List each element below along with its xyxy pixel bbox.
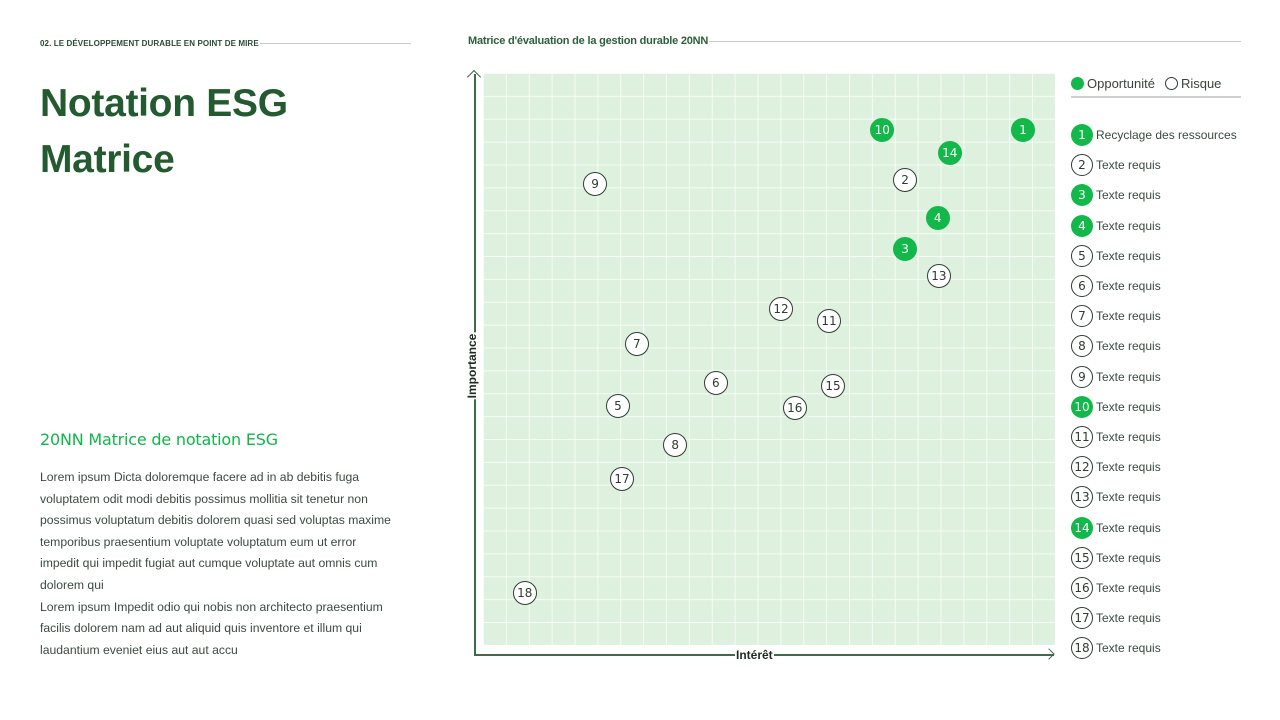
- risk-marker-icon: 5: [1071, 244, 1093, 267]
- data-point-18: 18: [512, 580, 537, 605]
- legend-item-label: Texte requis: [1096, 580, 1161, 595]
- risk-marker-icon: 2: [1071, 154, 1093, 177]
- legend-item-label: Recyclage des ressources: [1096, 128, 1237, 143]
- legend-item-label: Texte requis: [1096, 490, 1161, 505]
- legend-item: 12 Texte requis: [1071, 452, 1251, 482]
- section-divider: [259, 42, 411, 44]
- legend-item: 16 Texte requis: [1071, 573, 1251, 603]
- data-point-4: 4: [925, 205, 950, 230]
- data-point-5: 5: [605, 393, 630, 418]
- legend-item: 6 Texte requis: [1071, 271, 1251, 301]
- opportunity-marker-icon: 10: [1071, 395, 1093, 418]
- legend-item: 7 Texte requis: [1071, 301, 1251, 331]
- y-axis-label: Importance: [465, 332, 479, 400]
- data-point-13: 13: [926, 264, 951, 289]
- legend-item-label: Texte requis: [1096, 429, 1161, 444]
- legend-item-label: Texte requis: [1096, 279, 1161, 294]
- opportunity-marker-icon: 14: [1071, 516, 1093, 539]
- data-point-7: 7: [624, 332, 649, 357]
- legend-item: 2 Texte requis: [1071, 150, 1251, 180]
- opportunity-marker-icon: 3: [1071, 184, 1093, 207]
- risk-marker-icon: 16: [1071, 576, 1093, 599]
- opportunity-swatch-icon: [1071, 77, 1084, 90]
- legend-risk-label: Risque: [1180, 76, 1222, 91]
- risk-marker-icon: 12: [1071, 456, 1093, 479]
- data-point-9: 9: [583, 171, 608, 196]
- risk-marker-icon: 6: [1071, 275, 1093, 298]
- legend-item: 5 Texte requis: [1071, 241, 1251, 271]
- chart-title-text: Matrice d'évaluation de la gestion durab…: [468, 35, 709, 47]
- plot-area: 1 3 4 10 14 2 5 6 7 8 9 11 12 13 15 16 17 18: [483, 73, 1055, 645]
- legend-item: 13 Texte requis: [1071, 482, 1251, 512]
- opportunity-marker-icon: 1: [1071, 124, 1093, 147]
- data-point-6: 6: [703, 371, 728, 396]
- data-point-10: 10: [870, 118, 895, 143]
- subtitle: 20NN Matrice de notation ESG: [40, 430, 278, 449]
- risk-marker-icon: 8: [1071, 335, 1093, 358]
- page-title-line2: Matrice: [40, 138, 175, 181]
- legend-item: 1 Recyclage des ressources: [1071, 120, 1251, 150]
- body-text: Lorem ipsum Dicta doloremque facere ad i…: [40, 467, 392, 661]
- section-label: 02. LE DÉVELOPPEMENT DURABLE EN POINT DE…: [40, 37, 411, 49]
- legend-item: 11 Texte requis: [1071, 422, 1251, 452]
- y-axis-arrow-icon: [466, 69, 482, 85]
- legend-item-label: Texte requis: [1096, 520, 1161, 535]
- legend-item-label: Texte requis: [1096, 188, 1161, 203]
- legend-item: 8 Texte requis: [1071, 331, 1251, 361]
- risk-marker-icon: 15: [1071, 546, 1093, 569]
- legend-item-label: Texte requis: [1096, 550, 1161, 565]
- body-paragraph-1: Lorem ipsum Dicta doloremque facere ad i…: [40, 470, 391, 592]
- legend-item: 10 Texte requis: [1071, 392, 1251, 422]
- legend-item: 9 Texte requis: [1071, 362, 1251, 392]
- chart-title: Matrice d'évaluation de la gestion durab…: [468, 34, 1241, 48]
- x-axis-arrow-icon: [1043, 648, 1055, 660]
- body-paragraph-2: Lorem ipsum Impedit odio qui nobis non a…: [40, 599, 383, 657]
- data-point-8: 8: [663, 432, 688, 457]
- section-label-text: 02. LE DÉVELOPPEMENT DURABLE EN POINT DE…: [40, 38, 259, 48]
- legend-item-label: Texte requis: [1096, 248, 1161, 263]
- risk-marker-icon: 18: [1071, 637, 1093, 660]
- legend-item-label: Texte requis: [1096, 158, 1161, 173]
- chart-title-divider: [709, 40, 1241, 42]
- risk-marker-icon: 9: [1071, 365, 1093, 388]
- risk-marker-icon: 17: [1071, 607, 1093, 630]
- data-point-16: 16: [782, 396, 807, 421]
- legend-list: 1 Recyclage des ressources 2 Texte requis 3 T…: [1071, 120, 1251, 663]
- opportunity-marker-icon: 4: [1071, 214, 1093, 237]
- legend-item-label: Texte requis: [1096, 218, 1161, 233]
- data-point-12: 12: [769, 297, 793, 322]
- risk-swatch-icon: [1164, 77, 1178, 90]
- legend-item-label: Texte requis: [1096, 460, 1161, 475]
- page-title-line1: Notation ESG: [40, 82, 288, 125]
- data-point-17: 17: [609, 467, 634, 492]
- legend-item-label: Texte requis: [1096, 309, 1161, 324]
- legend-item-label: Texte requis: [1096, 369, 1161, 384]
- risk-marker-icon: 11: [1071, 425, 1093, 448]
- legend-item: 4 Texte requis: [1071, 211, 1251, 241]
- legend-item: 15 Texte requis: [1071, 543, 1251, 573]
- data-point-15: 15: [821, 373, 846, 398]
- legend-item-label: Texte requis: [1096, 399, 1161, 414]
- legend-item: 18 Texte requis: [1071, 633, 1251, 663]
- legend-header: Opportunité Risque: [1071, 73, 1241, 98]
- legend-item-label: Texte requis: [1096, 641, 1161, 656]
- page-title: Notation ESG Matrice: [40, 76, 288, 188]
- risk-marker-icon: 13: [1071, 486, 1093, 509]
- data-point-3: 3: [893, 237, 918, 262]
- legend-item: 17 Texte requis: [1071, 603, 1251, 633]
- legend-item-label: Texte requis: [1096, 339, 1161, 354]
- legend-opportunity-label: Opportunité: [1087, 76, 1155, 91]
- legend-item-label: Texte requis: [1096, 611, 1161, 626]
- data-point-2: 2: [893, 167, 918, 192]
- legend-item: 3 Texte requis: [1071, 180, 1251, 210]
- legend-item: 14 Texte requis: [1071, 512, 1251, 542]
- x-axis-label: Intérêt: [735, 648, 774, 662]
- data-point-1: 1: [1010, 118, 1035, 143]
- risk-marker-icon: 7: [1071, 305, 1093, 328]
- data-point-11: 11: [817, 309, 842, 334]
- data-point-14: 14: [937, 141, 962, 166]
